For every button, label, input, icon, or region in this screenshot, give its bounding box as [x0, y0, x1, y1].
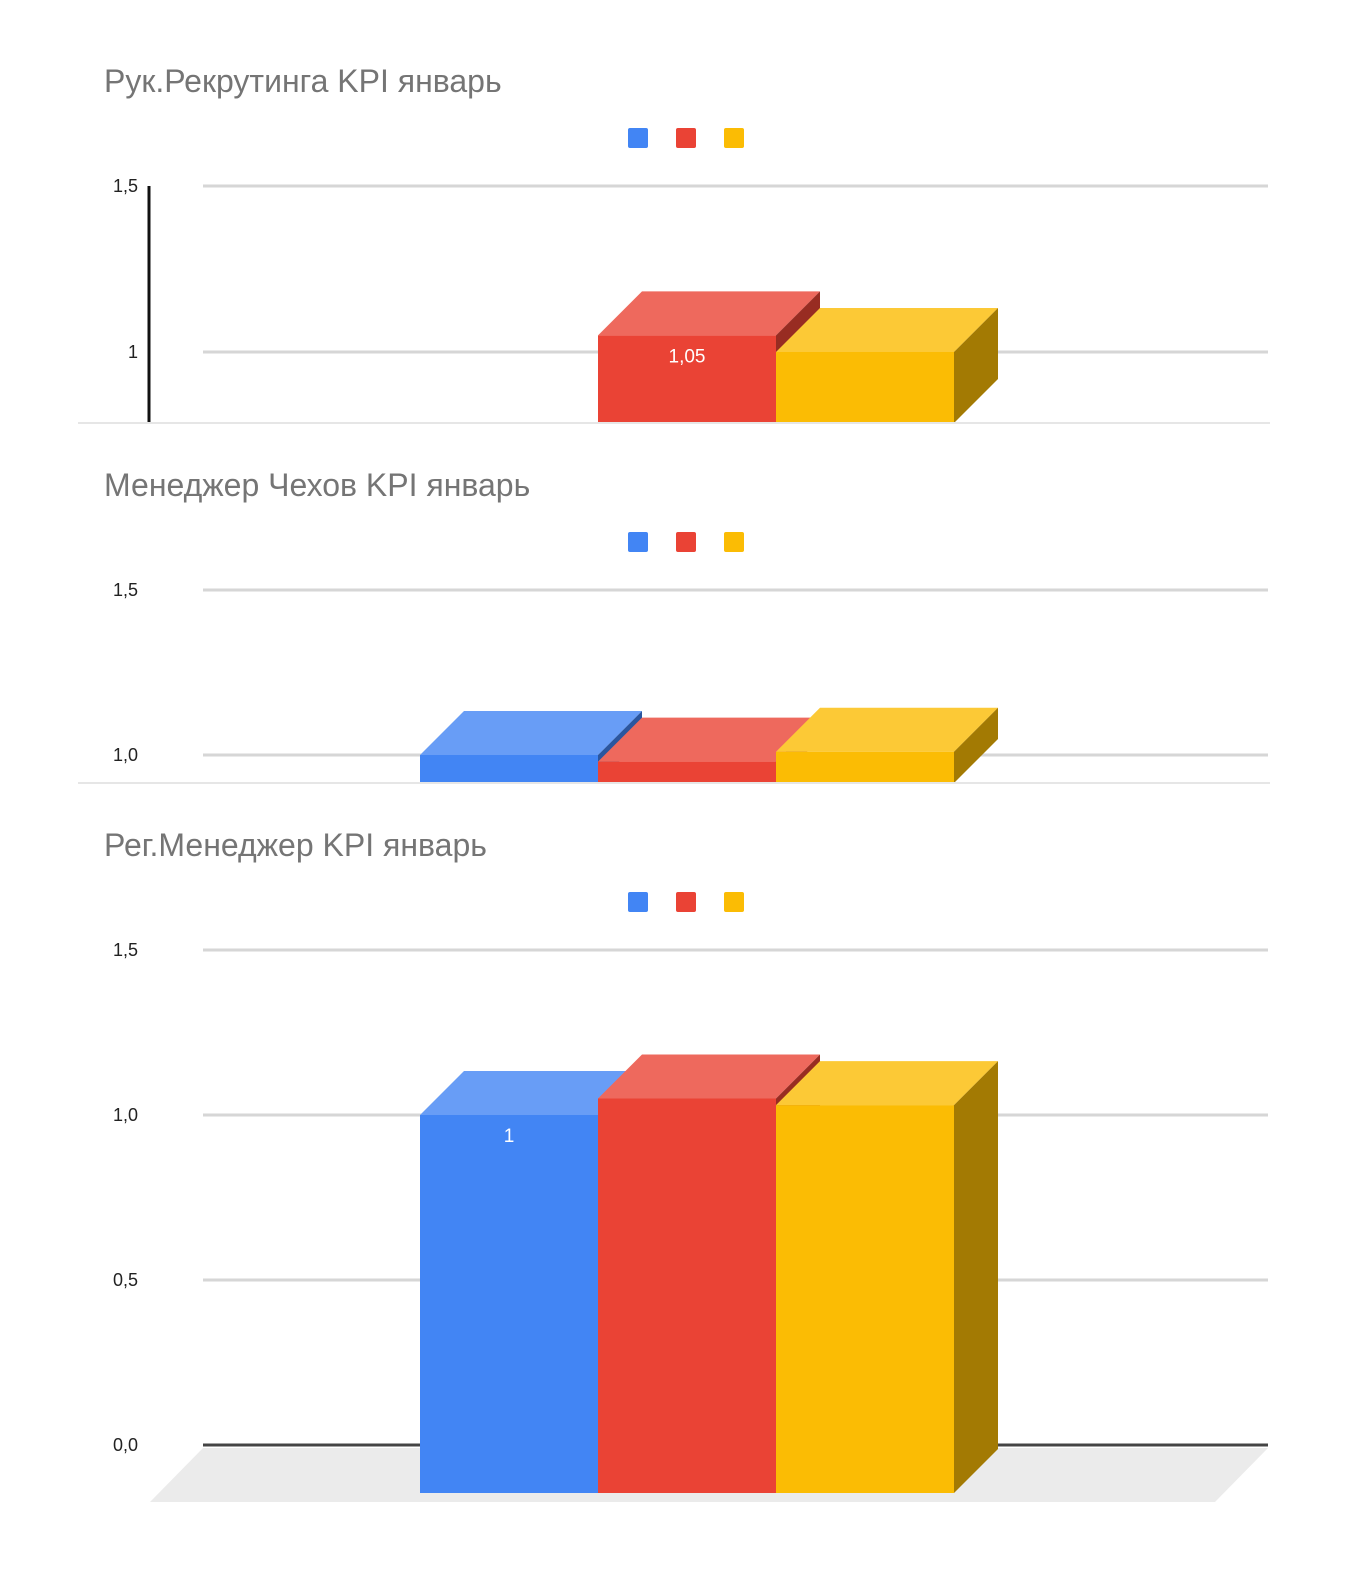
bar-front: [598, 335, 776, 423]
chart-title: Рег.Менеджер KPI январь: [104, 827, 487, 863]
bar-top: [598, 1054, 820, 1099]
bar-front: [776, 1105, 954, 1493]
bar-front: [598, 1098, 776, 1493]
y-tick-label: 1,5: [113, 176, 138, 196]
bars: 1: [420, 1054, 998, 1493]
bar-top: [598, 717, 820, 762]
bar-top: [776, 707, 998, 752]
y-tick-label: 1,5: [113, 940, 138, 960]
chart-1: Рук.Рекрутинга KPI январь 1 1,5 1,05: [78, 63, 1270, 424]
data-label: 1,05: [669, 346, 706, 367]
y-tick-label: 1,5: [113, 580, 138, 600]
legend-swatch: [724, 892, 744, 912]
chart-title: Рук.Рекрутинга KPI январь: [104, 63, 502, 99]
legend-swatch: [724, 532, 744, 552]
legend-swatch: [628, 892, 648, 912]
legend-swatch: [628, 128, 648, 148]
bars: [420, 707, 998, 783]
bar-top: [776, 308, 998, 352]
bar-top: [598, 291, 820, 336]
bar-front: [776, 751, 954, 783]
bar-side: [954, 707, 998, 783]
bar-front: [776, 352, 954, 423]
bar-top: [420, 711, 642, 755]
chart-2: Менеджер Чехов KPI январь 1,0 1,5: [78, 467, 1270, 784]
y-tick-label: 1,0: [113, 745, 138, 765]
chart-title: Менеджер Чехов KPI январь: [104, 467, 530, 503]
y-tick-label: 0,5: [113, 1270, 138, 1290]
bar-side: [954, 308, 998, 423]
bar-front: [598, 761, 776, 783]
legend-swatch: [628, 532, 648, 552]
legend-swatch: [676, 892, 696, 912]
bar-top: [420, 1071, 642, 1115]
legend-swatch: [676, 532, 696, 552]
bar-front: [420, 1115, 598, 1493]
bar-side: [954, 1061, 998, 1493]
legend-swatch: [676, 128, 696, 148]
y-tick-label: 1: [128, 342, 138, 362]
data-label: 1: [504, 1126, 515, 1147]
chart-3: Рег.Менеджер KPI январь 0,0 0,5 1,0 1,5 1: [104, 827, 1268, 1502]
bar-front: [420, 755, 598, 783]
bars: 1,05: [598, 291, 998, 423]
y-tick-label: 1,0: [113, 1105, 138, 1125]
legend-swatch: [724, 128, 744, 148]
y-tick-label: 0,0: [113, 1435, 138, 1455]
bar-top: [776, 1061, 998, 1106]
